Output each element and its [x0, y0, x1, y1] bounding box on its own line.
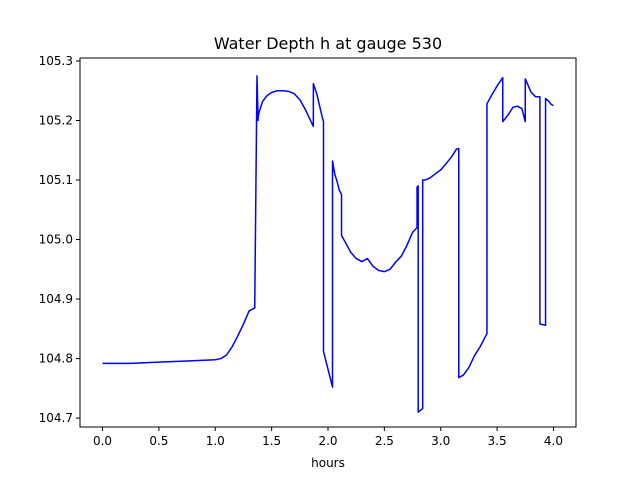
x-axis-label: hours: [311, 456, 345, 470]
y-tick-label: 105.1: [39, 173, 73, 187]
x-tick-label: 2.0: [318, 434, 337, 448]
chart-title: Water Depth h at gauge 530: [214, 34, 442, 53]
y-tick-label: 105.2: [39, 113, 73, 127]
plot-area: [102, 75, 554, 413]
y-tick-label: 104.7: [39, 411, 73, 425]
x-tick-label: 3.5: [488, 434, 507, 448]
plot-frame: [79, 57, 577, 428]
x-tick-label: 0.5: [149, 434, 168, 448]
y-tick-label: 105.3: [39, 54, 73, 68]
x-tick-label: 1.5: [262, 434, 281, 448]
x-tick-label: 1.0: [206, 434, 225, 448]
x-axis: 0.0 0.5 1.0 1.5 2.0 2.5 3.0 3.5 4.0: [93, 427, 563, 448]
y-tick-label: 104.9: [39, 292, 73, 306]
x-tick-label: 0.0: [93, 434, 112, 448]
x-tick-label: 3.0: [431, 434, 450, 448]
x-tick-label: 4.0: [544, 434, 563, 448]
series-line: [102, 75, 554, 413]
x-tick-label: 2.5: [375, 434, 394, 448]
y-tick-label: 105.0: [39, 233, 73, 247]
y-axis: 104.7 104.8 104.9 105.0 105.1 105.2 105.3: [39, 54, 80, 425]
y-tick-label: 104.8: [39, 352, 73, 366]
